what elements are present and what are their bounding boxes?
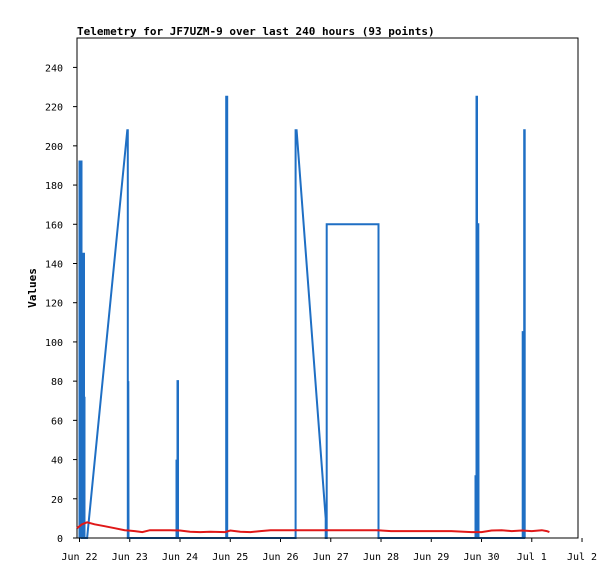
y-tick-label: 240: [45, 63, 63, 74]
y-tick-label: 60: [51, 416, 63, 427]
y-tick-label: 40: [51, 456, 63, 467]
y-tick-label: 0: [57, 534, 63, 545]
y-axis-label: Values: [26, 268, 39, 308]
y-tick-label: 200: [45, 142, 63, 153]
x-tick-label: Jun 27: [313, 552, 349, 563]
y-tick-label: 80: [51, 377, 63, 388]
y-tick-label: 220: [45, 103, 63, 114]
x-tick-label: Jun 28: [363, 552, 399, 563]
x-tick-label: Jul 1: [517, 552, 547, 563]
x-tick-label: Jun 22: [61, 552, 97, 563]
x-tick-label: Jun 25: [212, 552, 248, 563]
x-tick-label: Jun 26: [262, 552, 298, 563]
y-tick-label: 180: [45, 181, 63, 192]
x-tick-label: Jun 24: [162, 552, 198, 563]
chart-title: Telemetry for JF7UZM-9 over last 240 hou…: [77, 25, 435, 38]
y-axis: 0 20 40 60 80 100 120 140 160 180 200 220 240: [45, 63, 77, 545]
series-layer: [76, 95, 550, 539]
x-tick-label: Jun 30: [463, 552, 499, 563]
y-tick-label: 100: [45, 338, 63, 349]
x-axis: Jun 22 Jun 23 Jun 24 Jun 25 Jun 26 Jun 27 Jun …: [61, 538, 597, 563]
y-tick-label: 20: [51, 495, 63, 506]
y-tick-label: 140: [45, 259, 63, 270]
x-tick-label: Jun 29: [413, 552, 449, 563]
x-tick-label: Jul 2: [567, 552, 597, 563]
y-tick-label: 160: [45, 220, 63, 231]
x-tick-label: Jun 23: [112, 552, 148, 563]
y-tick-label: 120: [45, 299, 63, 310]
series-line-2: [76, 521, 550, 534]
